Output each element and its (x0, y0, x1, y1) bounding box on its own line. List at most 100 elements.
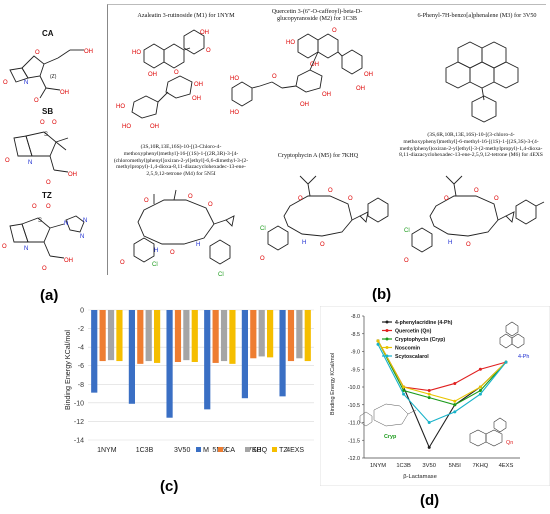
chart-d-y-ticks: -8.0 -8.5 -9.0 -9.5 -10.0 -10.5 -11.0 -11.5 -12.… (348, 314, 364, 462)
c-bar (258, 310, 265, 357)
d-point (427, 392, 431, 396)
svg-text:O: O (34, 98, 39, 104)
c-ytick-label: -2 (78, 326, 84, 333)
svg-text:HO: HO (230, 110, 239, 116)
c-bar (304, 310, 311, 362)
d-legend-marker (385, 329, 389, 332)
d-point (427, 445, 431, 449)
d-series-line (377, 344, 507, 424)
svg-text:OH: OH (68, 172, 77, 178)
d-point (478, 389, 482, 393)
svg-text:O: O (466, 242, 471, 248)
sb-name: SB (42, 107, 53, 116)
svg-text:Cl: Cl (152, 262, 158, 268)
cryp-annotation: Cryp (359, 403, 417, 440)
m4-structure: O O O O H H Cl O Cl (120, 189, 235, 278)
panel-c-label: (c) (160, 478, 179, 495)
d-legend-marker (385, 320, 389, 324)
d-point (478, 392, 482, 396)
svg-text:O: O (494, 196, 499, 202)
svg-text:OH: OH (192, 96, 201, 102)
c-legend-label: SB (252, 445, 262, 454)
d-series-line (377, 340, 507, 402)
svg-text:HO: HO (230, 76, 239, 82)
d-legend-label: Cryptophycin (Cryp) (395, 337, 445, 343)
d-legend-label: 4-phenylacridine (4-Ph) (395, 320, 453, 326)
svg-text:Cryp: Cryp (384, 434, 397, 440)
c-legend-swatch (218, 447, 223, 452)
svg-text:O: O (170, 250, 175, 256)
chart-c-y-label: Binding Energy KCal/mol (63, 330, 72, 410)
c-legend-swatch (272, 447, 277, 452)
svg-text:OH: OH (148, 72, 157, 78)
svg-text:O: O (35, 50, 40, 56)
c-ytick-label: 0 (80, 308, 84, 315)
svg-text:O: O (260, 256, 265, 262)
svg-text:O: O (3, 80, 8, 86)
m1-structure: OH O HO OH O OH OH HO HO OH (116, 29, 211, 130)
svg-text:HO: HO (122, 124, 131, 130)
d-point (453, 410, 457, 414)
d-ytick-label: -9.0 (351, 350, 360, 356)
c-bar (220, 310, 228, 362)
svg-text:O: O (348, 196, 353, 202)
d-point (427, 421, 431, 424)
panel-d-label: (d) (420, 492, 440, 509)
c-bar (128, 310, 135, 404)
d-point (453, 399, 457, 403)
d-legend-marker (385, 354, 389, 358)
svg-text:OH: OH (322, 92, 331, 98)
svg-text:O: O (206, 48, 211, 54)
c-bar (116, 310, 123, 362)
c-bar (174, 310, 182, 362)
chart-d-legend: 4-phenylacridine (4-Ph) Quercetin (Qn) Cry… (382, 320, 453, 360)
c-bar (287, 310, 295, 362)
d-ytick-label: -8.5 (351, 332, 360, 338)
svg-text:4-Ph: 4-Ph (518, 354, 529, 360)
c-bar (279, 310, 286, 397)
svg-text:OH: OH (310, 62, 319, 68)
svg-text:O: O (120, 260, 125, 266)
d-point (504, 360, 508, 364)
c-bar (191, 310, 198, 362)
c-legend-swatch (196, 447, 201, 452)
svg-text:Cl: Cl (404, 228, 410, 234)
d-point (402, 389, 406, 393)
c-bar (154, 310, 161, 363)
c-bar (229, 310, 236, 364)
svg-text:O: O (40, 120, 45, 126)
svg-text:N: N (28, 160, 32, 166)
c-xtick-label: 1C3B (136, 447, 154, 454)
svg-text:N: N (80, 234, 84, 240)
chart-d-lines (376, 339, 508, 449)
svg-text:H: H (302, 240, 306, 246)
c-bar (296, 310, 303, 359)
svg-text:OH: OH (356, 86, 365, 92)
sb-structure: SB O O S N O OH O (5, 107, 77, 186)
d-xtick-label: 7KHQ (473, 463, 489, 469)
panel-b-frame (107, 4, 546, 275)
svg-text:Qn: Qn (506, 440, 513, 446)
svg-text:H: H (448, 240, 452, 246)
c-bar (107, 310, 115, 361)
d-series-line (377, 340, 507, 406)
d-point (376, 339, 380, 343)
c-xtick-label: 4EXS (286, 447, 304, 454)
svg-text:N: N (24, 80, 28, 86)
tz-name: TZ (42, 191, 52, 200)
svg-text:O: O (42, 266, 47, 272)
panel-a: CA O N O OH (Z) OH O SB O O S N O OH O T… (0, 0, 107, 310)
c-xtick-label: 1NYM (97, 447, 117, 454)
c-ytick-label: -14 (74, 438, 84, 445)
chart-d-y-label: Binding Energy KCal/mol (330, 353, 336, 415)
c-ytick-label: -12 (74, 419, 84, 426)
panel-b-label: (b) (372, 286, 392, 303)
d-xtick-label: 5N5I (449, 463, 462, 469)
svg-text:H: H (154, 248, 158, 254)
c-bar (267, 310, 274, 358)
compound-title-m5: Cryptophycin A (M5) for 7KHQ (277, 152, 359, 159)
c-bar (137, 310, 144, 364)
c-bar (166, 310, 173, 418)
d-ytick-label: -12.0 (348, 456, 360, 462)
svg-text:(Z): (Z) (50, 74, 57, 80)
